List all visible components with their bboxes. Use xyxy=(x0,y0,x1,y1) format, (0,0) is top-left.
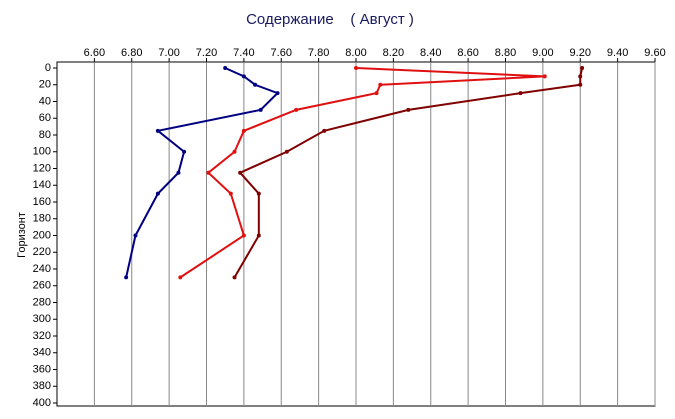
point xyxy=(578,82,583,87)
point xyxy=(241,233,246,238)
point xyxy=(238,170,243,175)
x-tick-label: 9.40 xyxy=(607,47,628,59)
point xyxy=(354,66,358,70)
x-tick-label: 6.80 xyxy=(121,47,142,59)
x-tick-label: 8.60 xyxy=(457,47,478,59)
y-tick-label: 240 xyxy=(33,263,51,275)
y-tick-label: 180 xyxy=(33,213,51,225)
point xyxy=(256,233,261,238)
x-tick-label: 7.40 xyxy=(233,47,254,59)
x-tick-label: 9.20 xyxy=(570,47,591,59)
y-tick-label: 160 xyxy=(33,196,51,208)
point xyxy=(223,66,228,70)
x-tick-label: 8.20 xyxy=(383,47,404,59)
point xyxy=(580,66,585,70)
y-tick-label: 80 xyxy=(39,129,51,141)
point xyxy=(578,74,583,79)
y-tick-label: 360 xyxy=(33,363,51,375)
y-tick-label: 140 xyxy=(33,179,51,191)
point xyxy=(241,74,246,79)
x-tick-label: 8.00 xyxy=(345,47,366,59)
point xyxy=(133,233,138,238)
point xyxy=(206,170,211,175)
point xyxy=(155,128,160,133)
point xyxy=(284,149,289,154)
x-tick-label: 7.00 xyxy=(158,47,179,59)
y-tick-label: 120 xyxy=(33,162,51,174)
y-tick-label: 0 xyxy=(45,62,51,74)
point xyxy=(378,82,383,87)
point xyxy=(228,191,233,196)
point xyxy=(275,91,280,96)
y-tick-label: 20 xyxy=(39,79,51,91)
y-tick-label: 300 xyxy=(33,313,51,325)
point xyxy=(406,107,411,112)
y-axis-label: Горизонт xyxy=(16,212,28,258)
y-tick-label: 260 xyxy=(33,280,51,292)
point xyxy=(182,149,187,154)
y-tick-label: 40 xyxy=(39,95,51,107)
point xyxy=(124,275,129,280)
y-tick-label: 100 xyxy=(33,146,51,158)
point xyxy=(253,82,258,87)
point xyxy=(518,91,523,96)
x-tick-label: 8.80 xyxy=(495,47,516,59)
point xyxy=(176,170,181,175)
y-tick-label: 400 xyxy=(33,397,51,409)
point xyxy=(155,191,160,196)
y-tick-label: 60 xyxy=(39,112,51,124)
point xyxy=(232,149,237,154)
chart-title: Содержание ( Август ) xyxy=(246,11,414,28)
x-tick-label: 7.20 xyxy=(196,47,217,59)
point xyxy=(542,74,547,79)
y-tick-label: 320 xyxy=(33,330,51,342)
point xyxy=(374,91,379,96)
point xyxy=(294,107,299,112)
x-tick-label: 7.60 xyxy=(271,47,292,59)
y-tick-label: 380 xyxy=(33,380,51,392)
x-tick-label: 9.00 xyxy=(532,47,553,59)
point xyxy=(322,128,327,133)
point xyxy=(178,275,183,280)
y-tick-label: 280 xyxy=(33,296,51,308)
point xyxy=(258,107,263,112)
y-tick-label: 340 xyxy=(33,347,51,359)
point xyxy=(256,191,261,196)
y-tick-label: 200 xyxy=(33,229,51,241)
x-tick-label: 8.40 xyxy=(420,47,441,59)
point xyxy=(232,275,237,280)
y-tick-label: 220 xyxy=(33,246,51,258)
x-tick-label: 9.60 xyxy=(644,47,665,59)
x-tick-label: 6.60 xyxy=(84,47,105,59)
point xyxy=(241,128,246,133)
x-tick-label: 7.80 xyxy=(308,47,329,59)
